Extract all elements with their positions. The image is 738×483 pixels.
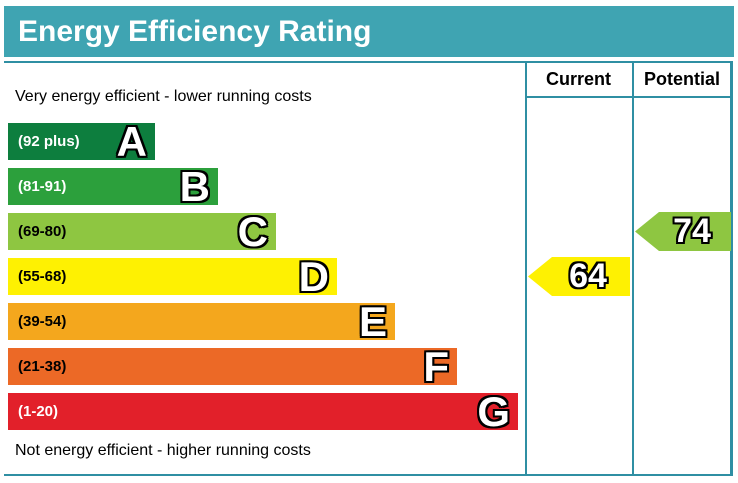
- band-row-b: (81-91) B: [8, 163, 218, 210]
- band-range-label: (55-68): [18, 268, 67, 285]
- band-letter: C: [237, 208, 268, 255]
- band-letter: G: [477, 388, 510, 435]
- current-rating-arrow: 64: [528, 257, 630, 296]
- band-range-label: (92 plus): [18, 133, 80, 150]
- band-row-f: (21-38) F: [8, 343, 457, 390]
- current-rating-value: 64: [569, 257, 607, 295]
- header-underline: [525, 96, 733, 98]
- current-column-left-border: [525, 61, 527, 476]
- potential-rating-value: 74: [673, 212, 711, 250]
- table-bottom-border: [4, 474, 733, 476]
- bottom-note: Not energy efficient - higher running co…: [15, 442, 311, 459]
- table-right-border: [730, 61, 733, 476]
- band-letter: B: [179, 163, 210, 210]
- potential-rating-arrow: 74: [635, 212, 731, 251]
- band-range-label: (21-38): [18, 358, 67, 375]
- band-letter: F: [423, 343, 449, 390]
- title-bar: Energy Efficiency Rating: [4, 6, 734, 57]
- band-range-label: (39-54): [18, 313, 67, 330]
- page-title: Energy Efficiency Rating: [18, 14, 372, 48]
- band-row-c: (69-80) C: [8, 208, 276, 255]
- band-letter: E: [358, 298, 387, 345]
- band-range-label: (69-80): [18, 223, 67, 240]
- band-row-g: (1-20) G: [8, 388, 518, 435]
- band-range-label: (81-91): [18, 178, 67, 195]
- band-letter: A: [116, 118, 147, 165]
- band-row-e: (39-54) E: [8, 298, 395, 345]
- band-row-d: (55-68) D: [8, 253, 337, 300]
- band-range-label: (1-20): [18, 403, 59, 420]
- band-row-a: (92 plus) A: [8, 118, 155, 165]
- top-note: Very energy efficient - lower running co…: [15, 88, 312, 105]
- potential-column-left-border: [632, 61, 634, 476]
- band-letter: D: [298, 253, 329, 300]
- current-column-header: Current: [545, 69, 611, 89]
- table-top-border: [4, 61, 733, 63]
- potential-column-header: Potential: [643, 69, 720, 89]
